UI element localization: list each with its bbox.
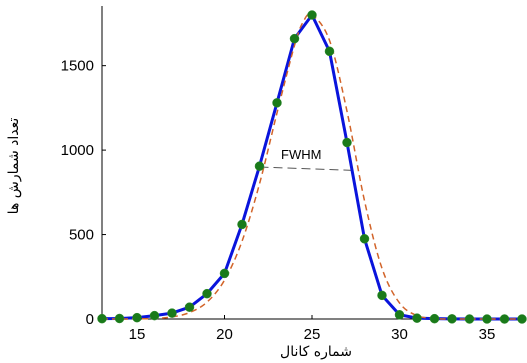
chart-axes — [101, 6, 522, 320]
data-point-marker — [219, 268, 230, 279]
data-point-marker — [377, 290, 387, 301]
chart-annotation-layer: FWHM — [281, 147, 321, 162]
x-tick-label: 20 — [216, 326, 233, 343]
data-point-marker — [517, 314, 527, 324]
data-point-marker — [254, 161, 265, 171]
y-tick-label: 1000 — [61, 142, 94, 159]
data-point-marker — [237, 219, 247, 230]
data-point-marker — [324, 46, 335, 57]
fwhm-annotation: FWHM — [281, 147, 321, 162]
data-point-marker — [359, 234, 370, 244]
y-tick-label: 0 — [86, 311, 94, 328]
x-axis-title: شماره کانال — [280, 344, 352, 360]
chart-ticks: 15 20 25 30 35 0 500 1000 1500 — [61, 58, 496, 343]
gaussian-fit-line — [101, 13, 522, 320]
data-point-marker — [97, 313, 107, 324]
data-point-marker — [464, 314, 475, 324]
chart-series-layer — [97, 10, 527, 324]
x-tick-label: 35 — [479, 326, 496, 343]
data-point-marker — [447, 314, 457, 324]
data-point-marker — [149, 310, 160, 321]
x-tick-label: 30 — [391, 326, 408, 343]
y-tick-label: 500 — [69, 227, 94, 244]
data-point-marker — [412, 313, 422, 323]
fwhm-line — [259, 166, 353, 171]
x-tick-label: 25 — [304, 326, 321, 343]
data-point-marker — [167, 308, 177, 318]
y-axis-title: تعداد شمارش ها — [6, 118, 22, 215]
data-point-marker — [499, 314, 510, 324]
data-point-marker — [184, 302, 195, 312]
y-tick-label: 1500 — [61, 58, 94, 75]
data-point-marker — [289, 33, 300, 44]
data-point-marker — [202, 288, 212, 299]
data-point-marker — [272, 98, 282, 108]
data-point-marker — [482, 314, 492, 324]
data-point-marker — [132, 312, 142, 323]
data-point-marker — [394, 310, 405, 320]
data-point-marker — [429, 313, 440, 324]
measured-series-line — [101, 13, 522, 321]
x-tick-label: 15 — [129, 326, 146, 343]
data-point-marker — [342, 137, 352, 148]
data-point-marker — [307, 10, 317, 20]
data-point-marker — [114, 313, 125, 324]
